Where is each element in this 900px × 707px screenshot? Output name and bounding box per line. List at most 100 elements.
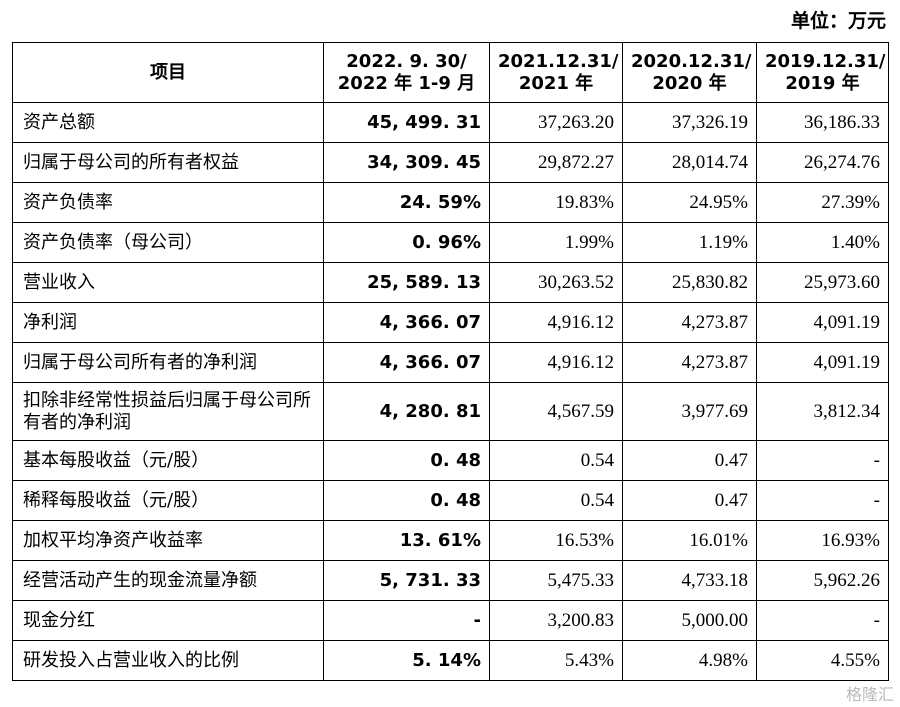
header-cell: 项目 <box>12 42 324 103</box>
value-cell: - <box>756 440 889 481</box>
value-cell: 4,273.87 <box>622 302 757 343</box>
value-cell: 4,916.12 <box>489 342 623 383</box>
value-cell: 19.83% <box>489 182 623 223</box>
table-row: 现金分红 -3,200.83 5,000.00- <box>12 600 889 641</box>
header-line: 2020.12.31/ <box>631 50 752 72</box>
header-line: 2021 年 <box>518 72 594 94</box>
value-cell: 3,977.69 <box>622 382 757 441</box>
header-line: 2022. 9. 30/ <box>346 50 467 72</box>
value-cell: 0. 96% <box>323 222 490 263</box>
value-cell: 0.47 <box>622 440 757 481</box>
value-cell: 45, 499. 31 <box>323 102 490 143</box>
table-row: 资产负债率（母公司） 0. 96% 1.99% 1.19% 1.40% <box>12 222 889 263</box>
value-cell: 37,263.20 <box>489 102 623 143</box>
row-label: 经营活动产生的现金流量净额 <box>12 560 324 601</box>
value-cell: 1.19% <box>622 222 757 263</box>
row-label: 现金分红 <box>12 600 324 641</box>
header-line: 2019.12.31/ <box>765 50 886 72</box>
value-cell: 28,014.74 <box>622 142 757 183</box>
header-line: 2019 年 <box>785 72 860 94</box>
value-cell: 25,973.60 <box>756 262 889 303</box>
header-row: 项目 2022. 9. 30/2022 年 1-9 月 2021.12.31/202… <box>12 42 889 103</box>
value-cell: 4,091.19 <box>756 302 889 343</box>
value-cell: 0.54 <box>489 480 623 521</box>
header-line: 2021.12.31/ <box>498 50 619 72</box>
value-cell: 27.39% <box>756 182 889 223</box>
value-cell: 3,200.83 <box>489 600 623 641</box>
value-cell: - <box>756 600 889 641</box>
table-row: 基本每股收益（元/股） 0. 48 0.54 0.47- <box>12 440 889 481</box>
value-cell: 34, 309. 45 <box>323 142 490 183</box>
value-cell: 4.55% <box>756 640 889 681</box>
table-row: 营业收入 25, 589. 13 30,263.52 25,830.82 25,973.… <box>12 262 889 303</box>
table-row: 稀释每股收益（元/股） 0. 48 0.54 0.47- <box>12 480 889 521</box>
header-line: 2022 年 1-9 月 <box>337 72 476 94</box>
value-cell: 30,263.52 <box>489 262 623 303</box>
table-row: 研发投入占营业收入的比例 5. 14% 5.43% 4.98% 4.55% <box>12 640 889 681</box>
value-cell: 0.54 <box>489 440 623 481</box>
value-cell: 26,274.76 <box>756 142 889 183</box>
table-row: 加权平均净资产收益率 13. 61% 16.53% 16.01% 16.93% <box>12 520 889 561</box>
data-table: 项目 2022. 9. 30/2022 年 1-9 月 2021.12.31/202… <box>12 42 889 681</box>
table-row: 净利润 4, 366. 07 4,916.12 4,273.87 4,091.19 <box>12 302 889 343</box>
watermark: 格隆汇 <box>845 685 894 704</box>
row-label: 加权平均净资产收益率 <box>12 520 324 561</box>
value-cell: 5, 731. 33 <box>323 560 490 601</box>
value-cell: - <box>323 600 490 641</box>
value-cell: 4, 366. 07 <box>323 342 490 383</box>
row-label: 净利润 <box>12 302 324 343</box>
value-cell: 4,273.87 <box>622 342 757 383</box>
header-cell: 2022. 9. 30/2022 年 1-9 月 <box>323 42 490 103</box>
table-body: 资产总额 45, 499. 31 37,263.20 37,326.19 36,186.… <box>12 102 889 681</box>
value-cell: 5.43% <box>489 640 623 681</box>
header-cell: 2021.12.31/2021 年 <box>489 42 623 103</box>
value-cell: 4,916.12 <box>489 302 623 343</box>
value-cell: 0.47 <box>622 480 757 521</box>
table-row: 资产负债率 24. 59% 19.83% 24.95% 27.39% <box>12 182 889 223</box>
value-cell: 4,091.19 <box>756 342 889 383</box>
value-cell: 24.95% <box>622 182 757 223</box>
header-line: 项目 <box>150 61 186 83</box>
value-cell: 3,812.34 <box>756 382 889 441</box>
header-line: 2020 年 <box>652 72 727 94</box>
value-cell: 5,475.33 <box>489 560 623 601</box>
row-label: 研发投入占营业收入的比例 <box>12 640 324 681</box>
value-cell: 16.01% <box>622 520 757 561</box>
value-cell: 16.53% <box>489 520 623 561</box>
value-cell: 16.93% <box>756 520 889 561</box>
value-cell: 0. 48 <box>323 480 490 521</box>
table-row: 经营活动产生的现金流量净额 5, 731. 33 5,475.33 4,733.18 5… <box>12 560 889 601</box>
table-row: 扣除非经常性损益后归属于母公司所有者的净利润 4, 280. 81 4,567.59… <box>12 382 889 441</box>
value-cell: 37,326.19 <box>622 102 757 143</box>
row-label: 资产总额 <box>12 102 324 143</box>
value-cell: 1.99% <box>489 222 623 263</box>
row-label: 归属于母公司的所有者权益 <box>12 142 324 183</box>
row-label: 营业收入 <box>12 262 324 303</box>
value-cell: 36,186.33 <box>756 102 889 143</box>
value-cell: 4, 280. 81 <box>323 382 490 441</box>
value-cell: 5. 14% <box>323 640 490 681</box>
value-cell: 24. 59% <box>323 182 490 223</box>
row-label: 归属于母公司所有者的净利润 <box>12 342 324 383</box>
value-cell: 4.98% <box>622 640 757 681</box>
value-cell: 5,000.00 <box>622 600 757 641</box>
row-label: 稀释每股收益（元/股） <box>12 480 324 521</box>
row-label: 扣除非经常性损益后归属于母公司所有者的净利润 <box>12 382 324 441</box>
value-cell: - <box>756 480 889 521</box>
value-cell: 25, 589. 13 <box>323 262 490 303</box>
unit-label: 单位：万元 <box>790 10 886 32</box>
value-cell: 4,733.18 <box>622 560 757 601</box>
table-row: 资产总额 45, 499. 31 37,263.20 37,326.19 36,186.… <box>12 102 889 143</box>
table-row: 归属于母公司所有者的净利润 4, 366. 07 4,916.12 4,273.87 4… <box>12 342 889 383</box>
row-label: 基本每股收益（元/股） <box>12 440 324 481</box>
row-label: 资产负债率 <box>12 182 324 223</box>
table-row: 归属于母公司的所有者权益 34, 309. 45 29,872.27 28,014.7… <box>12 142 889 183</box>
value-cell: 13. 61% <box>323 520 490 561</box>
value-cell: 5,962.26 <box>756 560 889 601</box>
row-label: 资产负债率（母公司） <box>12 222 324 263</box>
value-cell: 25,830.82 <box>622 262 757 303</box>
value-cell: 29,872.27 <box>489 142 623 183</box>
header-cell: 2019.12.31/2019 年 <box>756 42 889 103</box>
value-cell: 1.40% <box>756 222 889 263</box>
